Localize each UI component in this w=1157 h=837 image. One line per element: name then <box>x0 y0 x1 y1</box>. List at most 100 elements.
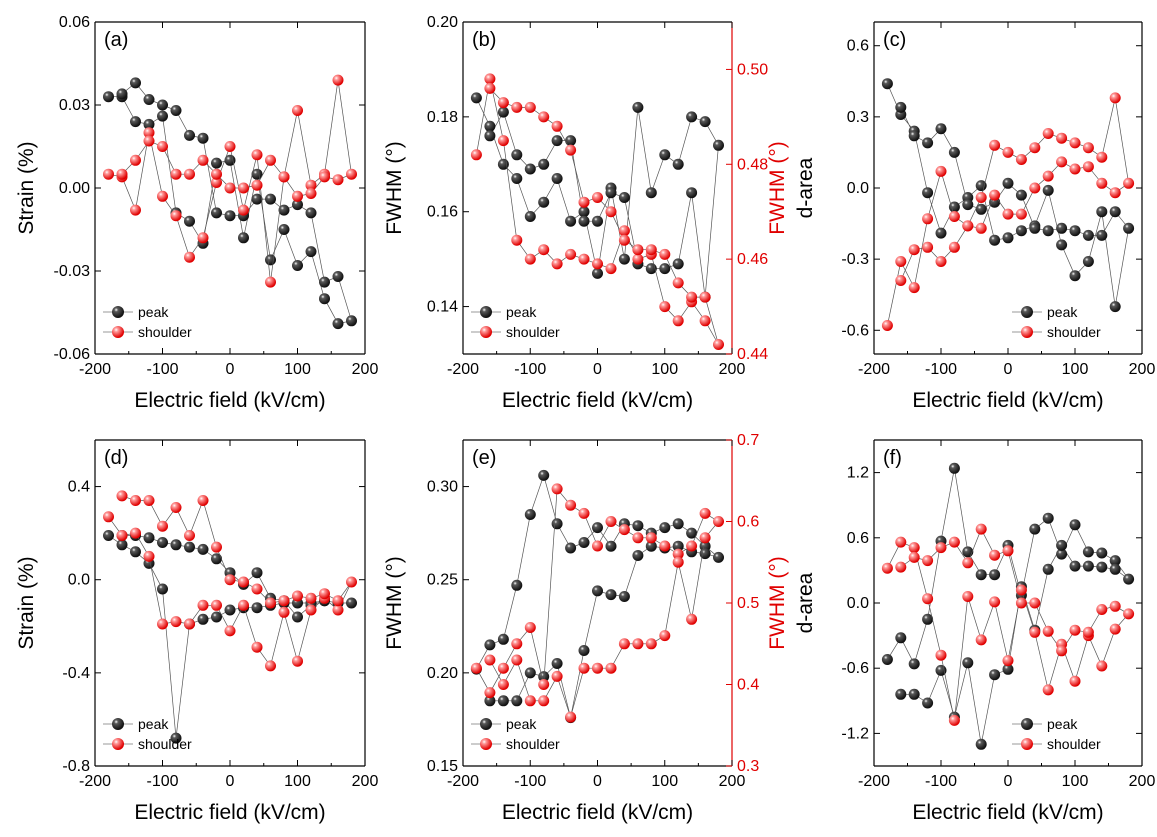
data-point-shoulder <box>524 253 536 265</box>
y-tick-label: 0.4 <box>68 479 90 496</box>
x-tick-label: 0 <box>1004 361 1013 378</box>
data-point-shoulder <box>699 291 711 303</box>
data-point-shoulder <box>470 662 482 674</box>
data-point-shoulder <box>484 687 496 699</box>
data-point-shoulder <box>948 714 960 726</box>
data-point-peak <box>184 215 195 227</box>
data-point-shoulder <box>1056 132 1068 144</box>
legend-marker-shoulder <box>1021 326 1033 338</box>
data-point-shoulder <box>1069 163 1081 175</box>
x-tick-label: 200 <box>1129 361 1156 378</box>
data-point-shoulder <box>578 253 590 265</box>
data-point-peak <box>116 88 128 100</box>
data-point-shoulder <box>251 641 263 653</box>
data-point-peak <box>632 520 644 532</box>
legend-label: peak <box>1047 716 1078 732</box>
data-point-shoulder <box>238 599 249 611</box>
data-point-peak <box>292 260 303 271</box>
data-point-shoulder <box>1082 161 1094 173</box>
data-point-peak <box>157 110 168 122</box>
y-tick-label: -0.4 <box>62 665 90 682</box>
data-point-shoulder <box>224 141 236 152</box>
data-point-shoulder <box>292 590 303 602</box>
data-point-peak <box>632 550 644 561</box>
data-point-peak <box>686 527 698 539</box>
y-tick-label: -1.2 <box>841 725 869 742</box>
data-point-shoulder <box>103 511 114 523</box>
series-line-peak <box>887 468 1129 745</box>
data-point-peak <box>265 193 276 205</box>
y-tick-label: -0.3 <box>841 251 869 268</box>
data-point-shoulder <box>278 171 290 183</box>
data-point-peak <box>1082 229 1094 241</box>
data-point-peak <box>1042 184 1054 196</box>
data-point-peak <box>948 201 960 213</box>
data-point-shoulder <box>989 189 1001 201</box>
data-point-shoulder <box>278 595 290 607</box>
data-point-peak <box>699 116 711 128</box>
data-point-peak <box>895 688 907 700</box>
legend-label: shoulder <box>138 736 192 752</box>
chart-panel: -200 -100 0 100 200 0.15 0.20 0.25 0.30 0.3 0.4 0.5… <box>383 432 789 824</box>
data-point-peak <box>511 579 523 591</box>
y-tick-label: 0.06 <box>59 14 90 31</box>
data-point-peak <box>962 546 974 558</box>
data-point-shoulder <box>962 220 974 232</box>
data-point-shoulder <box>1096 177 1108 189</box>
data-point-shoulder <box>157 618 168 630</box>
data-point-shoulder <box>935 165 947 177</box>
x-axis-title: Electric field (kV/cm) <box>502 389 693 412</box>
data-point-shoulder <box>1109 623 1121 635</box>
data-point-peak <box>895 632 907 644</box>
legend-marker-peak <box>1021 718 1033 730</box>
data-point-peak <box>1082 546 1094 558</box>
y-axis-title: d-area <box>794 572 817 633</box>
data-point-peak <box>524 211 536 222</box>
data-point-shoulder <box>895 536 907 548</box>
data-point-peak <box>1042 512 1054 524</box>
legend-label: shoulder <box>138 324 192 340</box>
data-point-peak <box>251 193 263 205</box>
legend-marker-shoulder <box>1021 738 1033 750</box>
data-point-shoulder <box>332 74 344 86</box>
data-point-peak <box>659 149 671 161</box>
data-point-shoulder <box>1069 675 1081 687</box>
data-point-shoulder <box>538 111 550 123</box>
data-point-shoulder <box>1015 584 1027 596</box>
data-point-shoulder <box>524 622 536 633</box>
legend-label: peak <box>138 716 169 732</box>
y-tick-label: -0.6 <box>841 322 869 339</box>
data-point-shoulder <box>1109 600 1121 612</box>
data-point-peak <box>319 293 330 305</box>
data-point-peak <box>975 569 987 581</box>
y-tick-label: 0.30 <box>427 479 458 496</box>
y-axis-title: Strain (%) <box>15 556 38 649</box>
data-point-peak <box>1042 225 1054 237</box>
data-point-shoulder <box>1029 142 1041 154</box>
x-tick-label: 0 <box>226 773 235 790</box>
data-point-shoulder <box>1029 182 1041 194</box>
data-point-shoulder <box>592 662 603 674</box>
data-point-shoulder <box>170 502 182 513</box>
data-point-shoulder <box>143 495 155 506</box>
data-point-peak <box>592 215 603 227</box>
data-point-peak <box>565 215 577 227</box>
data-point-peak <box>551 658 563 669</box>
data-point-shoulder <box>922 555 934 567</box>
data-point-peak <box>935 227 947 239</box>
data-point-shoulder <box>592 540 603 552</box>
data-point-peak <box>251 602 263 614</box>
data-point-shoulder <box>895 256 907 267</box>
data-point-shoulder <box>645 244 657 256</box>
data-point-peak <box>497 106 509 118</box>
data-point-shoulder <box>659 248 671 260</box>
data-point-peak <box>1082 256 1094 267</box>
data-point-peak <box>305 207 317 219</box>
data-point-shoulder <box>211 541 222 553</box>
data-point-peak <box>908 658 920 670</box>
data-point-shoulder <box>659 630 671 642</box>
series-line-shoulder <box>476 488 720 719</box>
data-point-shoulder <box>265 154 276 166</box>
legend-marker-peak <box>112 306 124 318</box>
legend-marker-peak <box>480 306 492 318</box>
